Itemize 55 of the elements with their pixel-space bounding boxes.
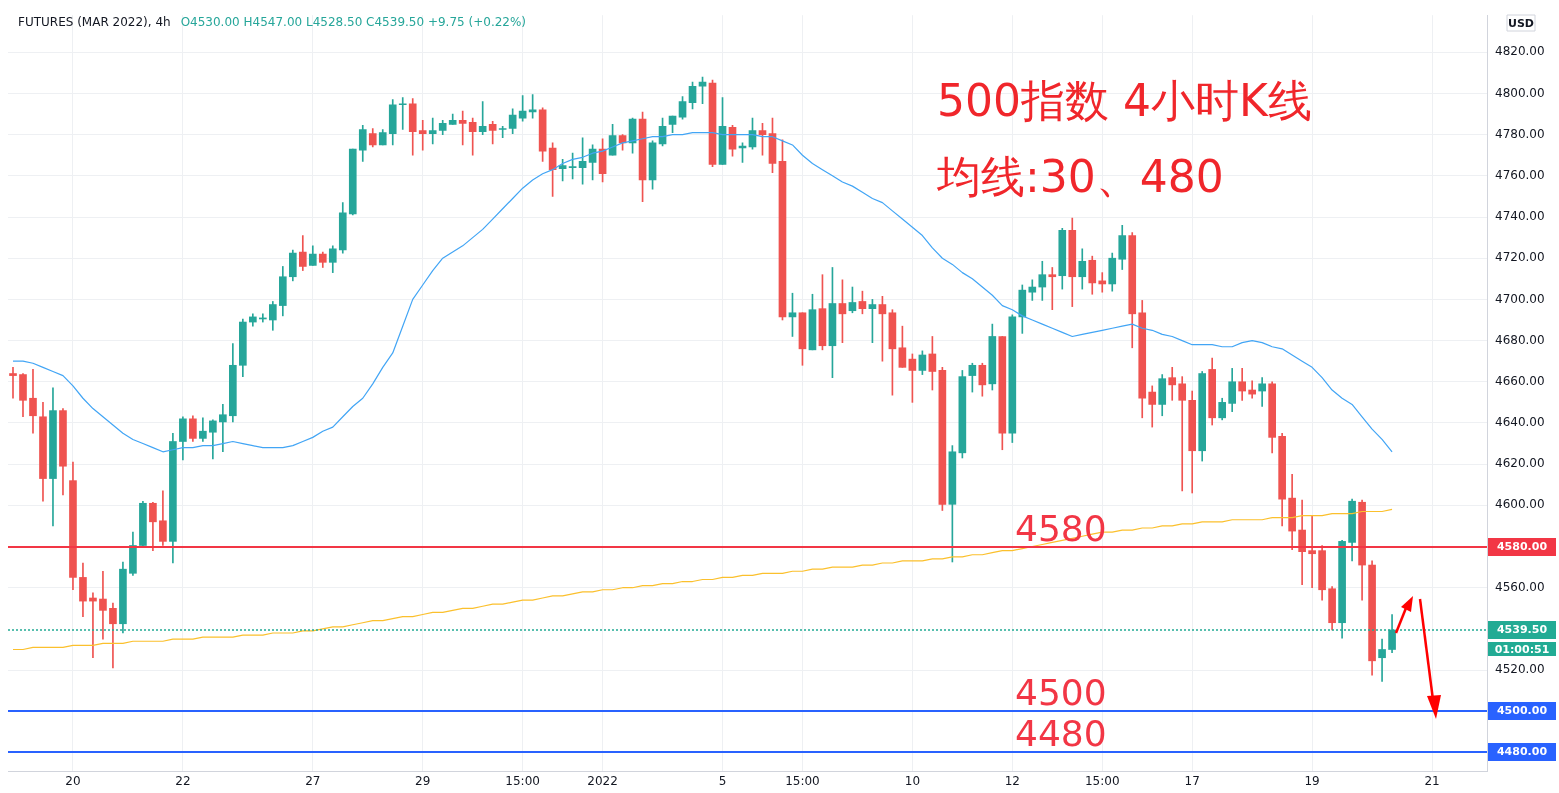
chart-subtitle: O4530.00 H4547.00 L4528.50 C4539.50 +9.75 (+0.22%) — [180, 15, 527, 30]
y-tick-label: 4680.00 — [1495, 332, 1545, 347]
ref-line-label: 4580.00 — [1496, 539, 1548, 553]
x-tick-label: 15:00 — [785, 774, 820, 789]
y-tick-label: 4560.00 — [1495, 579, 1545, 594]
chart-title: FUTURES (MAR 2022), 4h — [18, 15, 171, 30]
text: 01:00:51 — [1494, 642, 1550, 656]
x-tick-label: 22 — [175, 774, 191, 789]
candlestick — [1258, 377, 1266, 407]
x-tick-label: 12 — [1004, 774, 1020, 789]
x-tick-label: 2022 — [587, 774, 618, 789]
y-tick-label: 4760.00 — [1495, 167, 1545, 182]
x-tick-label: 15:00 — [1084, 774, 1120, 789]
annotation: 500指数 4小时K线 — [937, 75, 1312, 126]
candlestick — [1378, 638, 1386, 682]
annotation: 4580 — [1015, 507, 1107, 549]
x-tick-label: 21 — [1424, 774, 1440, 789]
x-tick-label: 5 — [718, 774, 727, 789]
x-tick-label: 10 — [904, 774, 921, 789]
ref-line-label: 4480.00 — [1496, 744, 1548, 758]
y-tick-label: 4520.00 — [1495, 662, 1545, 677]
candlestick — [1178, 376, 1187, 492]
y-tick-label: 4720.00 — [1495, 250, 1545, 265]
candlestick — [458, 110, 467, 146]
candlestick — [398, 97, 407, 130]
candlestick — [1168, 367, 1177, 401]
annotation: 4500 — [1015, 672, 1107, 714]
candlestick — [219, 404, 227, 453]
candlestick — [478, 101, 487, 135]
candlestick — [9, 367, 17, 399]
y-tick-label: 4600.00 — [1495, 497, 1545, 512]
x-tick-label: 15:00 — [505, 774, 540, 789]
y-tick-label: 4620.00 — [1495, 456, 1545, 471]
y-tick-label: 4820.00 — [1495, 44, 1545, 59]
annotation: 4480 — [1015, 713, 1107, 755]
y-tick-label: 4640.00 — [1495, 415, 1545, 430]
x-tick-label: 27 — [305, 774, 321, 789]
candlestick — [428, 117, 437, 145]
y-tick-label: 4700.00 — [1495, 291, 1545, 306]
x-tick-label: 29 — [415, 774, 431, 789]
y-tick-label: 4740.00 — [1495, 209, 1545, 224]
ref-line-label: 4500.00 — [1496, 703, 1548, 717]
y-tick-label: 4800.00 — [1495, 85, 1545, 100]
ref-line-label: 4539.50 — [1496, 622, 1548, 636]
y-tick-label: 4660.00 — [1495, 373, 1545, 388]
x-tick-label: 19 — [1304, 774, 1320, 789]
x-tick-label: 17 — [1184, 774, 1200, 789]
x-tick-label: 20 — [65, 774, 81, 789]
annotation: 均线:30、480 — [936, 151, 1224, 202]
candlestick — [418, 119, 427, 151]
candlestick — [1048, 267, 1057, 311]
y-tick-label: 4780.00 — [1495, 126, 1545, 141]
candlestick — [1308, 515, 1316, 589]
candlestick — [99, 570, 107, 640]
text: USD — [1508, 16, 1534, 30]
